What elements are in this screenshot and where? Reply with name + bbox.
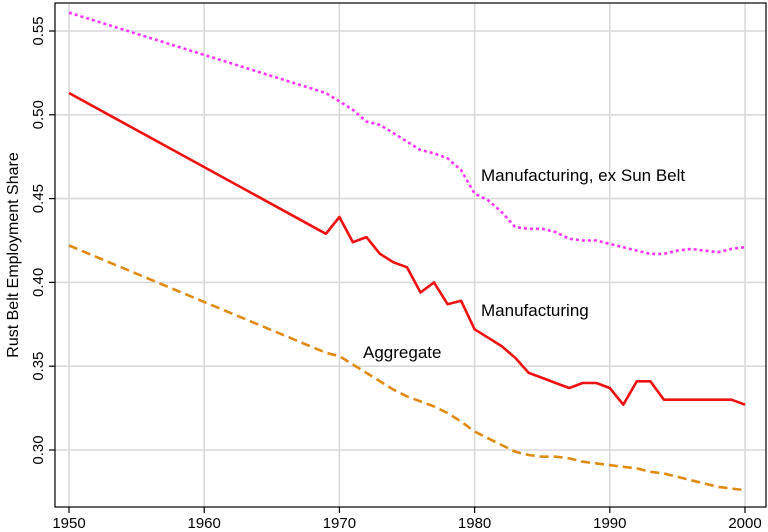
- axes: 1950 1960 1970 1980 1990 2000 0.30 0.35 0.40 0.45…: [30, 2, 767, 532]
- x-tick-label-1980: 1980: [458, 515, 491, 532]
- y-axis-label: Rust Belt Employment Share: [5, 152, 22, 358]
- x-tick-label-1970: 1970: [323, 515, 356, 532]
- series-label-manufacturing-ex-sun-belt: Manufacturing, ex Sun Belt: [481, 166, 685, 185]
- series-label-manufacturing: Manufacturing: [481, 301, 589, 320]
- series-line-manufacturing-ex-sun-belt: [68, 11, 746, 256]
- x-tick-label-1960: 1960: [188, 515, 221, 532]
- plot-frame: [54, 2, 767, 508]
- series-label-aggregate: Aggregate: [363, 343, 441, 362]
- plot-background: [55, 3, 766, 507]
- grid: [55, 3, 766, 507]
- y-tick-label-0.45: 0.45: [30, 184, 47, 213]
- x-tick-label-1990: 1990: [593, 515, 626, 532]
- series-line-manufacturing: [68, 91, 746, 407]
- y-tick-label-0.4: 0.40: [30, 268, 47, 297]
- x-tick-label-2000: 2000: [728, 515, 761, 532]
- y-tick-label-0.35: 0.35: [30, 352, 47, 381]
- y-tick-label-0.55: 0.55: [30, 16, 47, 45]
- series-line-aggregate: [68, 244, 746, 492]
- y-tick-label-0.3: 0.30: [30, 435, 47, 464]
- y-tick-label-0.5: 0.50: [30, 100, 47, 129]
- x-tick-label-1950: 1950: [52, 515, 85, 532]
- series-lines: [68, 11, 746, 492]
